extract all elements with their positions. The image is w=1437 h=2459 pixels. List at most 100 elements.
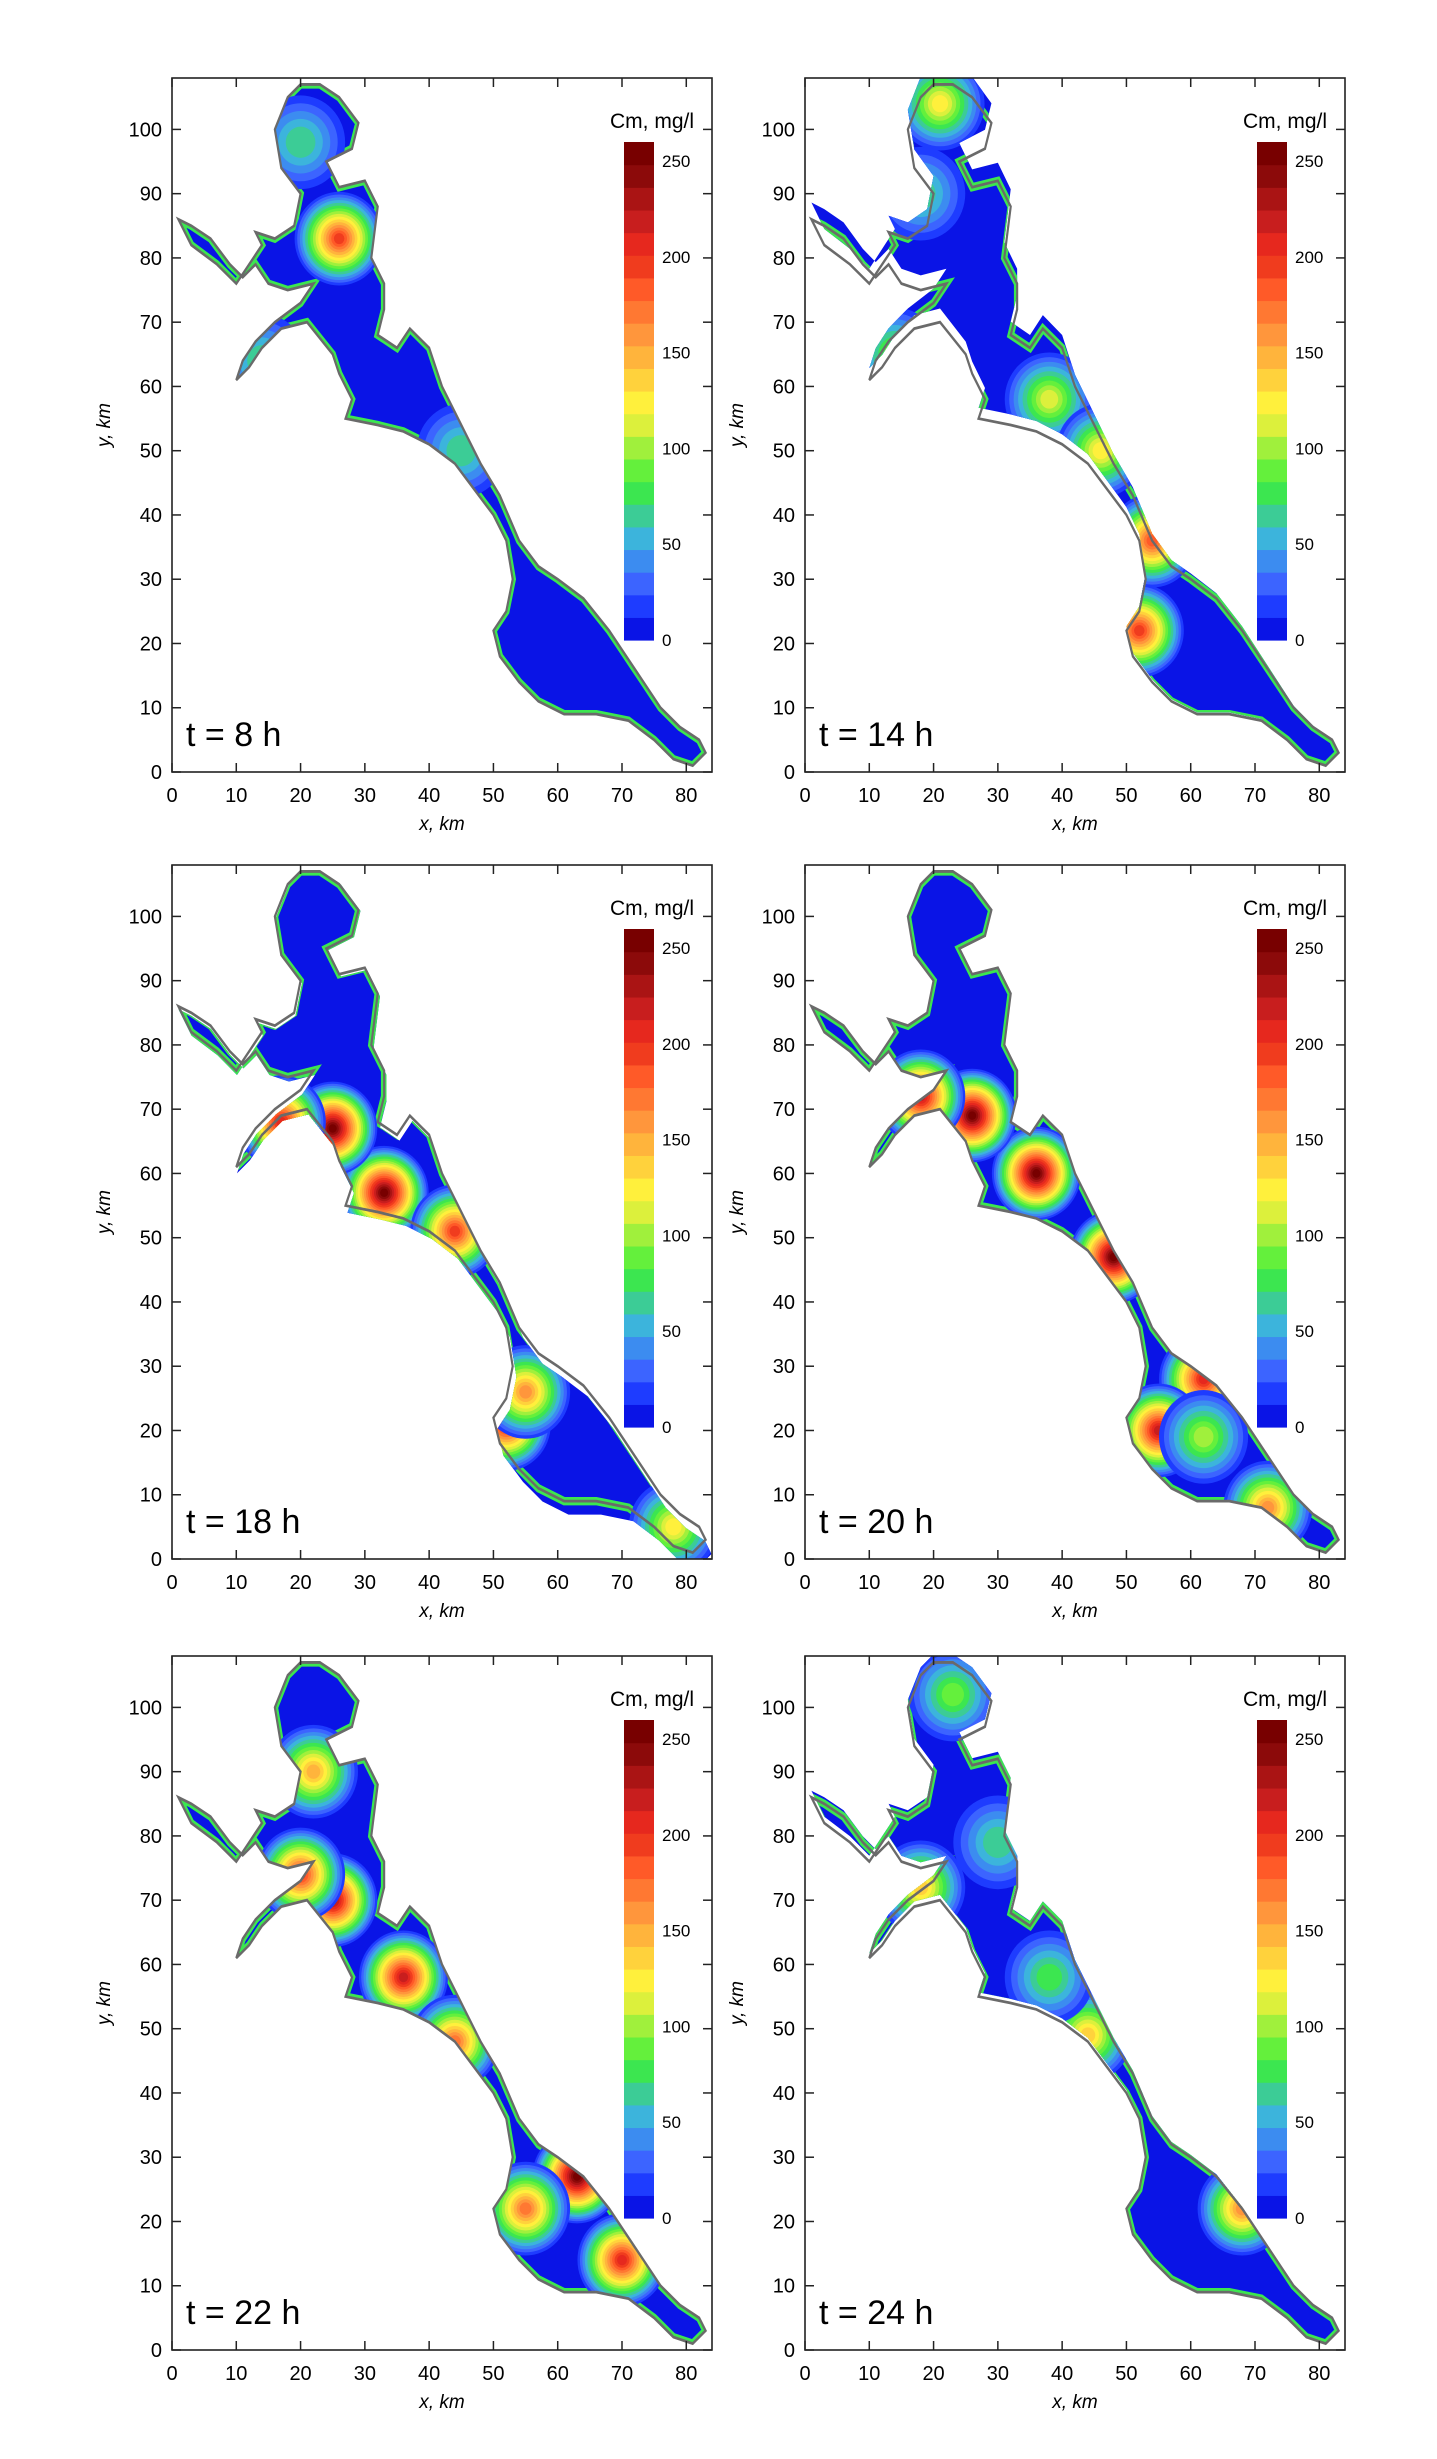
y-tick-label: 20	[773, 2211, 795, 2233]
colorbar-swatch	[1257, 1200, 1287, 1224]
y-tick-label: 70	[140, 1099, 162, 1121]
concentration-hotspot	[306, 1764, 321, 1779]
y-tick-label: 20	[140, 2211, 162, 2233]
colorbar-swatch	[1257, 1991, 1287, 2015]
colorbar-swatch	[1257, 458, 1287, 483]
concentration-hotspot	[968, 1111, 977, 1120]
colorbar-swatch	[1257, 481, 1287, 505]
time-label: t = 24 h	[819, 2294, 933, 2332]
colorbar-swatch	[1257, 209, 1287, 234]
y-tick-label: 100	[762, 119, 795, 141]
colorbar-swatch	[1257, 1064, 1287, 1089]
colorbar-swatch	[1257, 1833, 1287, 1857]
y-tick-label: 60	[140, 1163, 162, 1185]
colorbar-tick-label: 150	[662, 1131, 690, 1150]
x-tick-label: 70	[1244, 2363, 1266, 2385]
y-axis-label: y, km	[727, 1981, 748, 2027]
colorbar-tick-label: 50	[1295, 1322, 1314, 1341]
x-tick-label: 0	[166, 2363, 177, 2385]
y-tick-label: 20	[773, 1420, 795, 1442]
colorbar-swatch	[624, 1200, 654, 1224]
y-tick-label: 30	[140, 2147, 162, 2169]
colorbar-swatch	[624, 232, 654, 256]
panel: 0 10 20 30 40 50 60 70 80 0 10 20 30 40 50 60 70 80 90 100 x…	[94, 1655, 713, 2413]
colorbar-tick-label: 100	[1295, 439, 1323, 458]
colorbar-swatch	[1257, 1787, 1287, 1812]
colorbar-swatch	[624, 572, 654, 596]
y-tick-label: 90	[773, 971, 795, 993]
colorbar-tick-label: 200	[662, 248, 690, 267]
y-tick-label: 50	[773, 1228, 795, 1250]
concentration-hotspot	[285, 126, 316, 158]
colorbar-swatch	[1257, 164, 1287, 188]
x-tick-label: 10	[225, 2363, 247, 2385]
colorbar-swatch	[624, 617, 654, 641]
y-tick-label: 100	[762, 906, 795, 928]
y-axis-label: y, km	[94, 1981, 115, 2027]
x-tick-label: 70	[611, 1572, 633, 1594]
colorbar-swatch	[624, 1110, 654, 1134]
concentration-hotspot	[446, 435, 477, 467]
y-tick-label: 70	[140, 1890, 162, 1912]
colorbar-swatch	[624, 391, 654, 415]
colorbar-swatch	[1257, 504, 1287, 528]
colorbar-swatch	[624, 1132, 654, 1156]
x-tick-label: 20	[922, 2363, 944, 2385]
concentration-hotspot	[333, 233, 345, 245]
x-tick-label: 40	[418, 785, 440, 807]
x-tick-label: 50	[482, 785, 504, 807]
colorbar-swatch	[624, 1923, 654, 1947]
y-axis-label: y, km	[94, 1190, 115, 1236]
x-tick-label: 50	[1115, 1572, 1137, 1594]
x-tick-label: 10	[858, 1572, 880, 1594]
colorbar-swatch	[1257, 1042, 1287, 1066]
colorbar-swatch	[624, 300, 654, 324]
colorbar-swatch	[1257, 1087, 1287, 1111]
y-tick-label: 40	[140, 1292, 162, 1314]
concentration-hotspot	[328, 1124, 337, 1133]
concentration-hotspot	[1040, 389, 1059, 409]
concentration-hotspot	[883, 342, 907, 367]
colorbar-swatch	[1257, 617, 1287, 641]
colorbar-tick-label: 150	[1295, 1131, 1323, 1150]
plot-frame	[171, 864, 713, 1560]
colorbar-tick-label: 50	[1295, 2113, 1314, 2132]
colorbar-swatch	[1257, 1923, 1287, 1947]
x-tick-label: 30	[987, 785, 1009, 807]
colorbar-swatch	[1257, 323, 1287, 347]
colorbar: 0 50 100 150 200 250 Cm, mg/l	[1243, 110, 1327, 650]
concentration-hotspot	[449, 1225, 461, 1237]
colorbar-swatch	[624, 1064, 654, 1089]
colorbar-tick-label: 100	[662, 2017, 690, 2036]
colorbar-swatch	[624, 1245, 654, 1270]
x-tick-label: 60	[547, 1572, 569, 1594]
colorbar-swatch	[624, 504, 654, 528]
concentration-hotspot	[665, 1518, 682, 1536]
colorbar-swatch	[624, 951, 654, 975]
x-tick-label: 20	[289, 1572, 311, 1594]
y-tick-label: 80	[773, 1826, 795, 1848]
x-tick-label: 40	[1051, 2363, 1073, 2385]
colorbar-swatch	[1257, 1765, 1287, 1789]
colorbar-swatch	[624, 974, 654, 998]
colorbar-swatch	[624, 255, 654, 279]
colorbar-label: Cm, mg/l	[1243, 897, 1327, 920]
colorbar-label: Cm, mg/l	[610, 897, 694, 920]
y-tick-label: 0	[784, 762, 795, 784]
panel: 0 10 20 30 40 50 60 70 80 0 10 20 30 40 50 60 70 80 90 100 x…	[727, 1655, 1346, 2413]
y-tick-label: 10	[773, 698, 795, 720]
x-axis-label: x, km	[418, 814, 464, 835]
x-tick-label: 20	[289, 785, 311, 807]
colorbar-label: Cm, mg/l	[610, 1688, 694, 1711]
colorbar-tick-label: 200	[662, 1035, 690, 1054]
colorbar-tick-label: 150	[662, 344, 690, 363]
colorbar-swatch	[1257, 594, 1287, 618]
x-tick-label: 50	[1115, 785, 1137, 807]
colorbar-swatch	[624, 1042, 654, 1066]
colorbar-swatch	[1257, 1313, 1287, 1338]
colorbar-swatch	[624, 368, 654, 392]
colorbar-swatch	[624, 1404, 654, 1428]
colorbar-swatch	[624, 458, 654, 483]
colorbar-swatch	[1257, 1359, 1287, 1383]
x-tick-label: 40	[418, 1572, 440, 1594]
